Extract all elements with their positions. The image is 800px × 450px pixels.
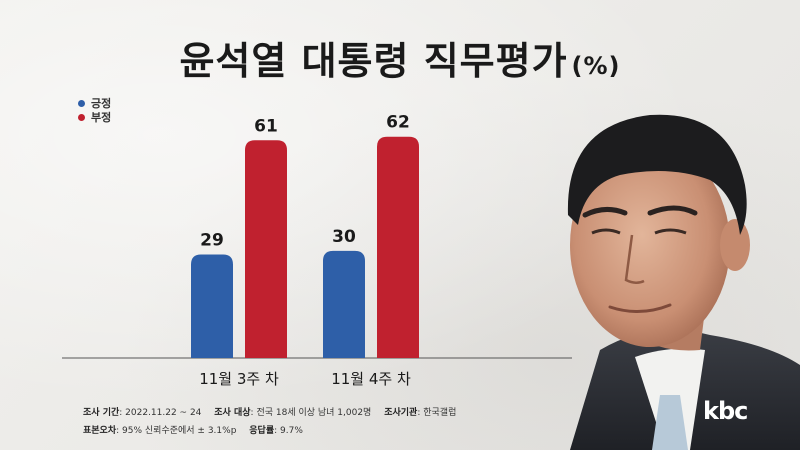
legend-dot-negative-icon	[78, 113, 85, 121]
bar-negative-0	[245, 140, 287, 358]
chart-title-unit: (%)	[571, 52, 621, 80]
bar-negative-1	[377, 136, 419, 358]
data-label-negative-1: 62	[386, 113, 410, 133]
legend-item-negative: 부정	[78, 110, 111, 124]
footnote-target-value: : 전국 18세 이상 남녀 1,002명	[250, 408, 372, 418]
legend-label-positive: 긍정	[91, 97, 112, 110]
footnote-target-label: 조사 대상	[214, 408, 251, 418]
footnote-response-value: : 9.7%	[274, 426, 303, 436]
footnote-org-label: 조사기관	[384, 408, 418, 418]
footnote-response-label: 응답률	[249, 426, 275, 436]
footnote-period-value: : 2022.11.22 ~ 24	[119, 408, 202, 418]
footnote-error-label: 표본오차	[83, 426, 117, 436]
footnote-org-value: : 한국갤럽	[417, 408, 457, 418]
footnote-line-2: 표본오차: 95% 신뢰수준에서 ± 3.1%p 응답률: 9.7%	[83, 422, 456, 440]
kbc-logo: kbc	[703, 397, 748, 425]
footnote-line-1: 조사 기간: 2022.11.22 ~ 24 조사 대상: 전국 18세 이상 …	[83, 404, 456, 422]
category-label-1: 11월 4주 차	[331, 370, 411, 388]
president-portrait-image	[567, 114, 800, 450]
survey-footnote: 조사 기간: 2022.11.22 ~ 24 조사 대상: 전국 18세 이상 …	[83, 404, 456, 440]
footnote-error-value: : 95% 신뢰수준에서 ± 3.1%p	[116, 426, 237, 436]
data-label-positive-1: 30	[332, 227, 356, 247]
legend-label-negative: 부정	[91, 111, 112, 124]
legend-dot-positive-icon	[78, 99, 85, 107]
chart-title: 윤석열 대통령 직무평가 (%)	[0, 30, 800, 85]
legend: 긍정 부정	[78, 96, 111, 124]
chart-title-text: 윤석열 대통령 직무평가	[179, 39, 568, 83]
footnote-period-label: 조사 기간	[83, 408, 120, 418]
legend-item-positive: 긍정	[78, 96, 111, 110]
category-label-0: 11월 3주 차	[199, 370, 279, 388]
data-label-negative-0: 61	[254, 116, 278, 136]
bar-positive-0	[191, 254, 233, 358]
bar-positive-1	[323, 250, 365, 358]
data-label-positive-0: 29	[200, 230, 224, 250]
